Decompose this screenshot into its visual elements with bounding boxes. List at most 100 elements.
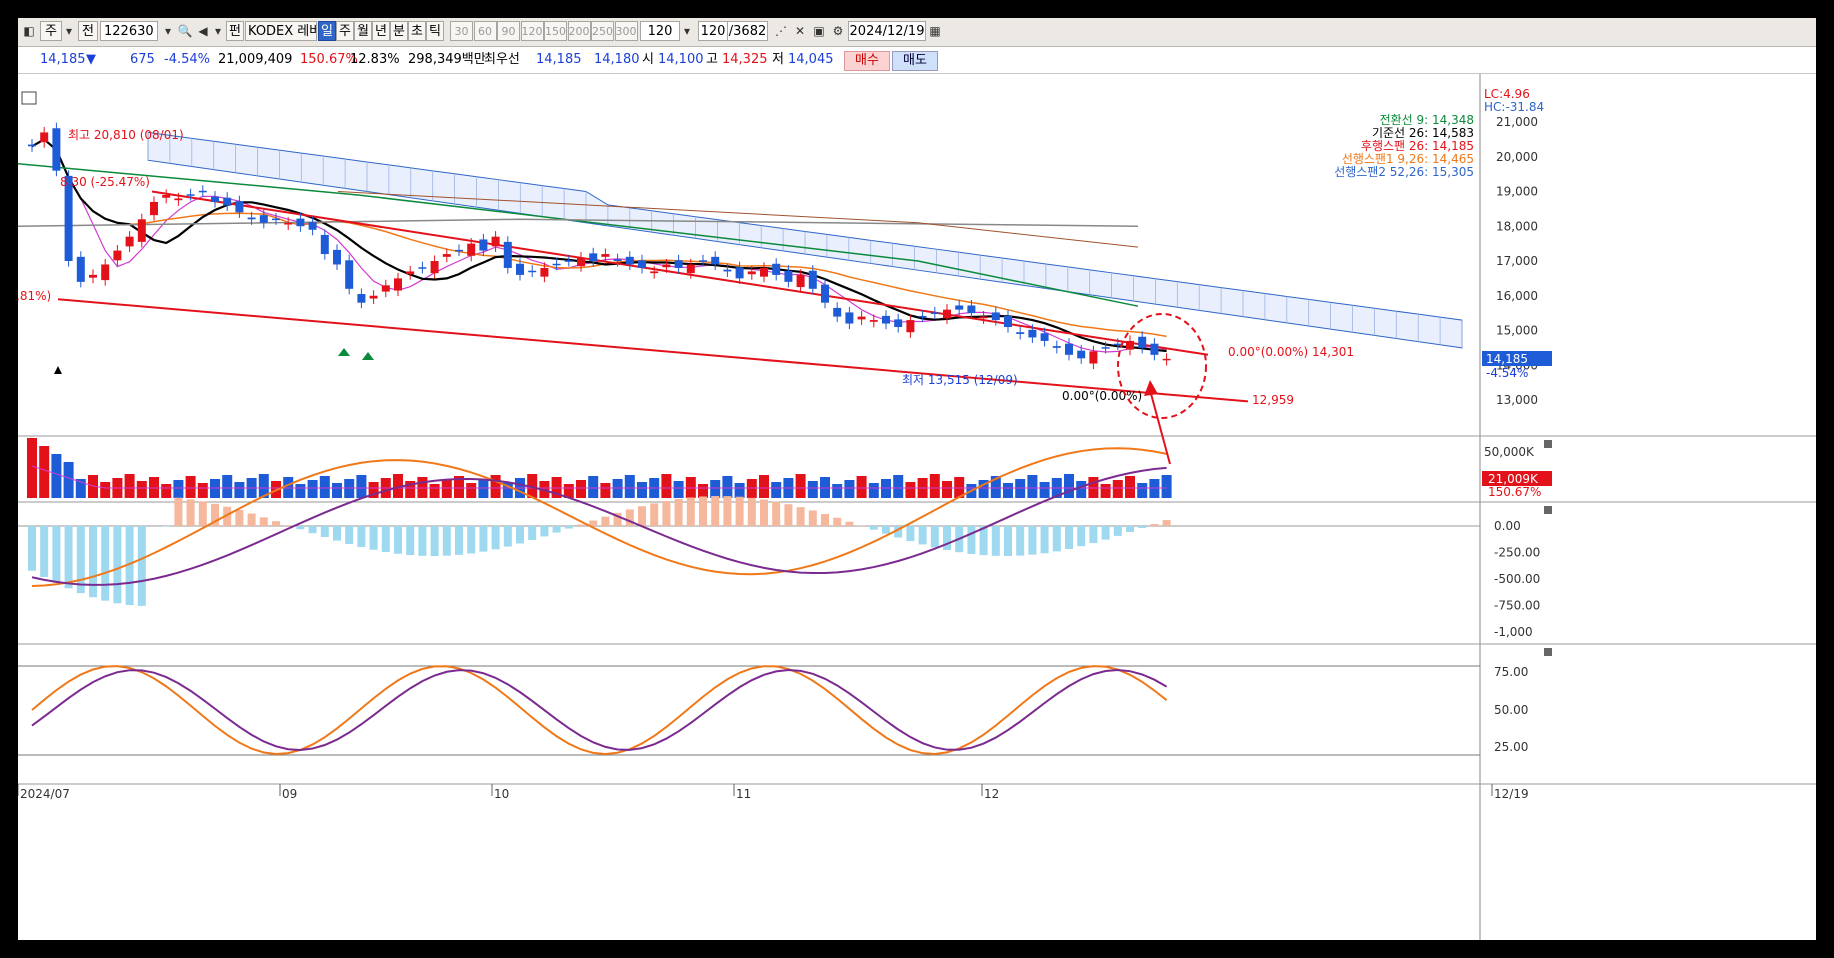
interval-200[interactable]: 200 [567, 21, 591, 41]
volume-bar [319, 476, 330, 498]
panel-close-icon[interactable] [1544, 648, 1552, 656]
interval-250[interactable]: 250 [591, 21, 614, 41]
volume-bar [637, 482, 647, 498]
candle-down [674, 260, 683, 268]
tab-6[interactable]: 초 [408, 21, 426, 41]
search-icon[interactable]: 🔍 [177, 24, 193, 38]
volume-bar [942, 481, 952, 498]
date-axis-label: 10 [494, 787, 509, 801]
macd-histogram-bar [967, 526, 976, 554]
current-price-tag-value: 14,185 [1486, 352, 1528, 366]
candle-up [150, 201, 158, 216]
pin-icon[interactable]: ⋰ [775, 24, 787, 38]
volume-axis-tick: 50,000K [1484, 445, 1535, 459]
candle-down [333, 249, 341, 265]
macd-histogram-bar [1101, 526, 1110, 540]
macd-histogram-bar [930, 526, 939, 548]
candle-down [613, 259, 622, 261]
candle-up [869, 320, 878, 322]
volume-bar [1003, 483, 1013, 498]
interval-120[interactable]: 120 [520, 21, 544, 41]
volume-bar [856, 476, 867, 498]
count-input[interactable]: 120 [698, 21, 728, 41]
candle-down [821, 284, 829, 303]
window-icon[interactable]: ◧ [23, 24, 35, 38]
panel-close-icon[interactable] [1544, 440, 1552, 448]
buy-button[interactable]: 매수 [844, 51, 890, 71]
macd-histogram-bar [1052, 526, 1061, 552]
save-icon[interactable]: ▣ [813, 24, 825, 38]
gear-icon[interactable]: ⚙ [832, 24, 844, 38]
pointer-arrow-head [1144, 380, 1158, 396]
crosshair-icon[interactable]: ✕ [794, 24, 806, 38]
tab-5[interactable]: 분 [390, 21, 408, 41]
macd-axis-label: -1,000 [1494, 625, 1533, 639]
candle-up [943, 309, 951, 319]
interval-90[interactable]: 90 [497, 21, 520, 41]
volume-bar [600, 483, 611, 498]
interval-300[interactable]: 300 [614, 21, 638, 41]
macd-histogram-bar [760, 499, 768, 526]
candle-down [357, 294, 366, 303]
volume-bar [1125, 476, 1135, 498]
macd-histogram-bar [638, 506, 646, 526]
volume-bar [356, 475, 367, 498]
macd-histogram-bar [686, 497, 695, 526]
base-line [31, 138, 1167, 353]
chart-area[interactable]: 최고 20,810 (08/01) 8.30 (-25.47%) ,81%) 최… [18, 74, 1816, 940]
macd-histogram-bar [235, 509, 244, 526]
ichimoku-legend-item: 선행스팬1 9,26: 14,465 [1342, 151, 1474, 166]
chevron-down-icon[interactable]: ▾ [683, 24, 691, 38]
interval-60[interactable]: 60 [473, 21, 497, 41]
grid-toggle-icon[interactable] [21, 91, 37, 105]
code-input[interactable]: 122630 [100, 21, 158, 41]
candle-down [784, 270, 793, 282]
macd-line [31, 447, 1167, 587]
volume-bar [893, 475, 904, 498]
ichimoku-legend-item: 기준선 26: 14,583 [1372, 126, 1474, 140]
tab-2[interactable]: 주 [336, 21, 354, 41]
period-select[interactable]: 전 [78, 21, 98, 41]
candle-down [625, 256, 634, 265]
macd-axis-label: -250.00 [1494, 546, 1540, 560]
trendline-lower-pct: 0.00°(0.00%) [1062, 389, 1142, 403]
interval-30[interactable]: 30 [450, 21, 473, 41]
price-axis-label: 16,000 [1496, 289, 1538, 303]
calendar-icon[interactable]: ▦ [929, 24, 941, 38]
date-input[interactable]: 2024/12/19 [848, 21, 926, 41]
chevron-down-icon[interactable]: ▾ [164, 24, 172, 38]
speaker-icon[interactable]: ◀ [198, 24, 208, 38]
macd-histogram-bar [1065, 526, 1073, 549]
panel-close-icon[interactable] [1544, 506, 1552, 514]
volume-bar [722, 476, 733, 498]
macd-histogram-bar [808, 510, 817, 526]
candle-down [955, 305, 964, 310]
change-value: 675 [130, 52, 155, 67]
chevron-down-icon[interactable]: ▾ [214, 24, 222, 38]
macd-axis-label: -500.00 [1494, 572, 1540, 586]
macd-histogram-bar [284, 525, 293, 526]
chevron-down-icon[interactable]: ▾ [65, 24, 73, 38]
interval-select[interactable]: 120 [640, 21, 680, 41]
candle-up [467, 243, 476, 256]
macd-histogram-bar [711, 496, 720, 526]
tab-4[interactable]: 년 [372, 21, 390, 41]
macd-histogram-bar [479, 526, 488, 552]
macd-histogram-bar [1016, 526, 1025, 556]
sell-button[interactable]: 매도 [892, 51, 938, 71]
tab-1[interactable]: 일 [318, 21, 336, 41]
candle-up [137, 219, 146, 242]
macd-histogram-bar [540, 526, 549, 537]
highlight-circle [1117, 313, 1207, 419]
type-select[interactable]: 주 [40, 21, 62, 41]
macd-histogram-bar [381, 526, 390, 552]
interval-150[interactable]: 150 [544, 21, 567, 41]
volume-bar [759, 475, 769, 498]
low-label: 저 [772, 52, 784, 67]
volume-bar [405, 481, 416, 498]
volume-bar [173, 480, 184, 498]
volume-bar [576, 480, 586, 498]
candle-up [601, 254, 610, 257]
tab-3[interactable]: 월 [354, 21, 372, 41]
tab-7[interactable]: 틱 [426, 21, 444, 41]
